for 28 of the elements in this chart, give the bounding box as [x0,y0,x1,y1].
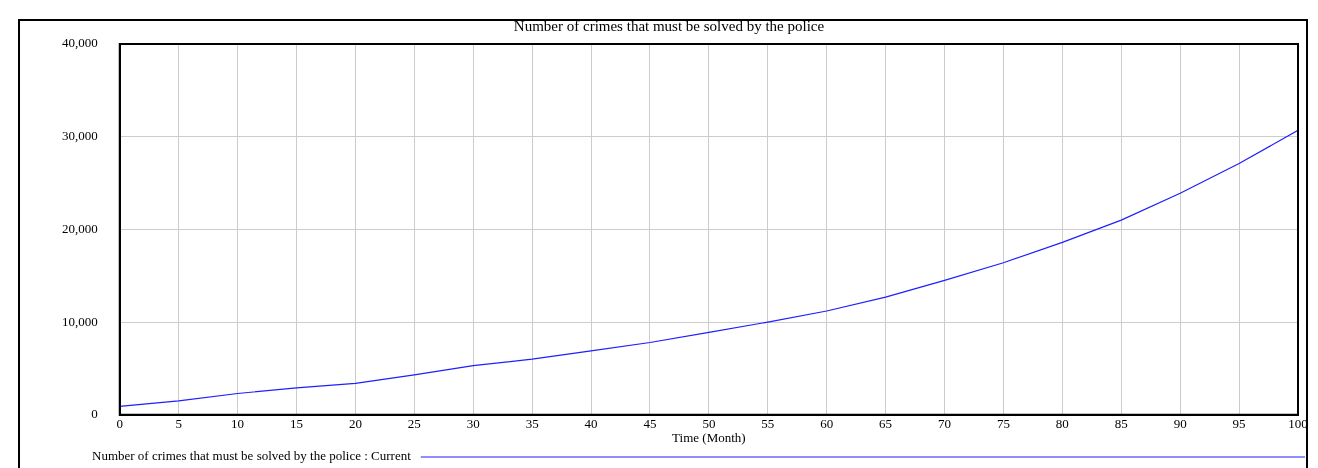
y-tick-label: 30,000 [62,128,98,144]
x-tick-label: 50 [702,416,716,432]
x-tick-label: 65 [879,416,893,432]
x-tick-label: 10 [231,416,245,432]
x-tick-label: 20 [348,416,362,432]
y-tick-label: 10,000 [62,313,98,329]
x-tick-label: 80 [1055,416,1069,432]
x-tick-label: 5 [175,416,182,432]
y-tick-label: 0 [91,406,98,422]
x-tick-label: 0 [116,416,123,432]
x-axis-title: Time (Month) [672,429,746,445]
x-tick-label: 55 [761,416,775,432]
x-tick-label: 95 [1232,416,1246,432]
x-tick-label: 35 [525,416,539,432]
x-tick-label: 25 [407,416,421,432]
x-tick-label: 70 [938,416,952,432]
x-tick-label: 60 [820,416,834,432]
x-tick-label: 90 [1173,416,1187,432]
x-tick-label: 45 [643,416,657,432]
text: Number of crimes that must be solved by the police : Current [92,448,412,464]
x-tick-label: 85 [1114,416,1128,432]
chart-title: Number of crimes that must be solved by the police [513,17,825,34]
x-tick-label: 40 [584,416,598,432]
y-tick-label: 40,000 [62,35,98,51]
x-tick-label: 75 [996,416,1010,432]
x-tick-label: 15 [289,416,303,432]
x-tick-label: 30 [466,416,480,432]
y-tick-label: 20,000 [62,220,98,236]
